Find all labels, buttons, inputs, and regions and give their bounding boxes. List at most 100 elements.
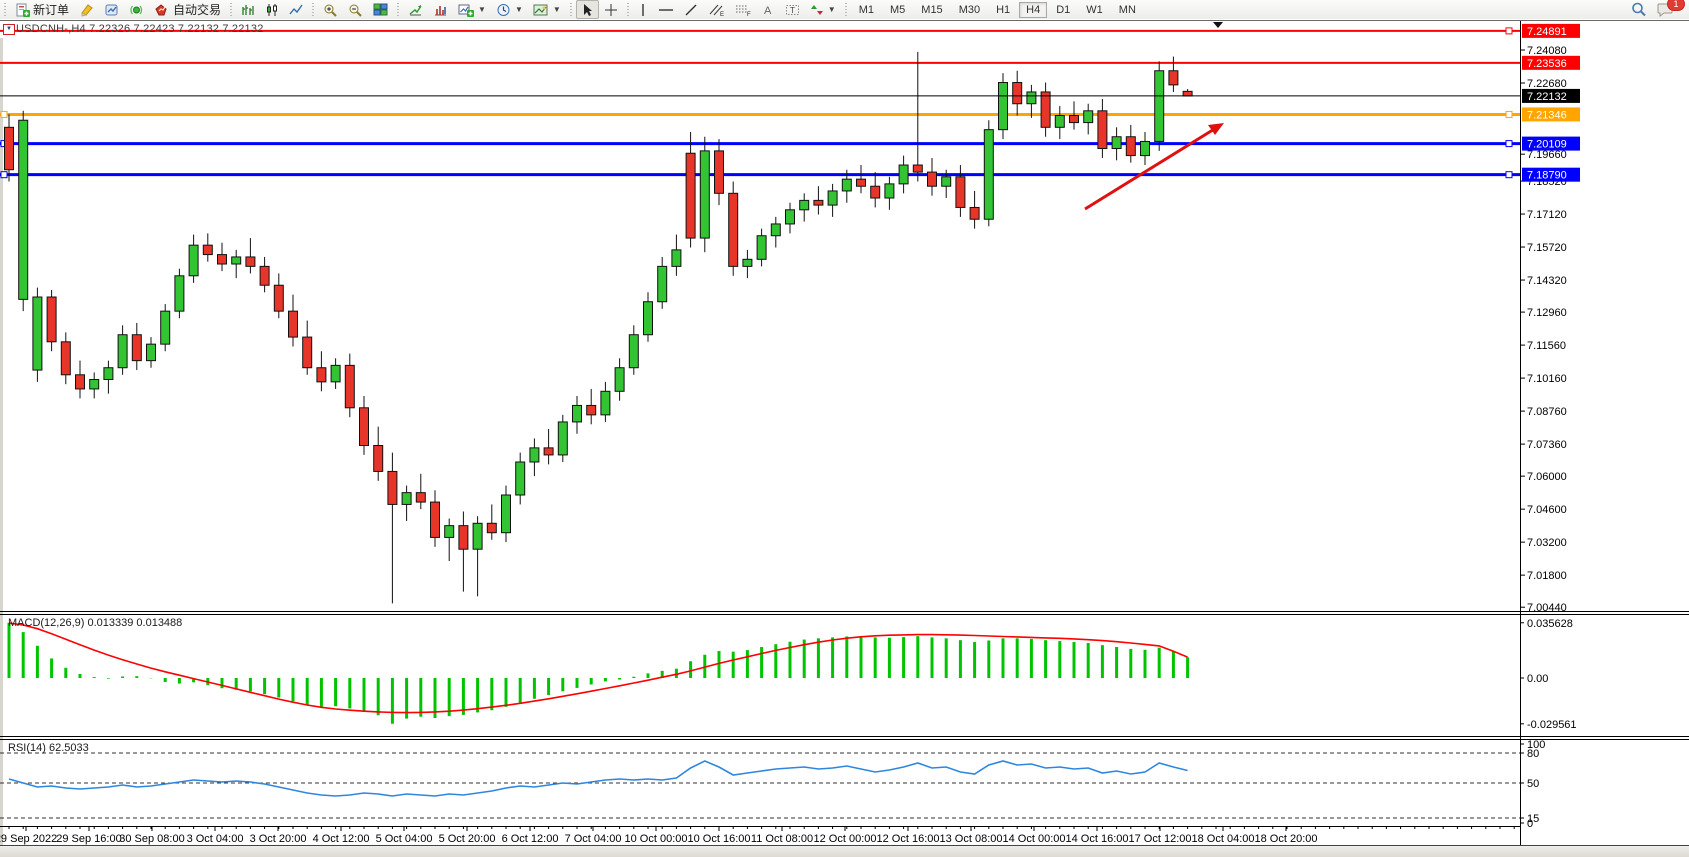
chart-canvas[interactable]: 7.240807.226807.196607.185207.171207.157… [0,19,1689,846]
candle [927,157,937,196]
arrows-tool-button[interactable]: ▼ [805,0,841,19]
candle [685,132,696,248]
candlestick-type-icon [265,3,279,17]
timeframe-m5-button[interactable]: M5 [890,3,906,16]
chart-shift-marker[interactable] [1213,22,1223,28]
price-line-7.18790[interactable] [0,171,1520,179]
price-line-7.20109[interactable] [0,140,1520,148]
svg-text:7.18790: 7.18790 [1527,170,1567,182]
text-tool-button[interactable]: A [757,0,780,19]
candle [444,518,455,561]
signal-button[interactable] [124,0,149,19]
toolbar-grip [2,2,8,17]
periods-clock-icon [496,3,511,17]
chevron-down-icon: ▼ [478,5,486,14]
trendline-tool-button[interactable] [679,0,703,19]
candle [46,289,57,352]
timeframe-m1-button[interactable]: M1 [858,3,874,16]
candle [1140,132,1150,166]
horizontal-line-icon [658,3,674,17]
bar-chart-type-button[interactable] [236,0,260,19]
line-handle [0,171,8,179]
timeframe-m15-button[interactable]: M15 [921,3,943,16]
candle [1026,84,1037,118]
candle [998,73,1008,140]
rsi-tick-label: 100 [1527,739,1545,751]
zoom-in-button[interactable] [318,0,343,19]
svg-text:7.21346: 7.21346 [1527,109,1567,121]
rsi-line [8,760,1188,797]
candlestick-type-button[interactable] [260,0,284,19]
candle [32,287,43,382]
toolbar-grip [624,2,631,17]
price-lines[interactable] [0,27,1520,179]
zoom-out-button[interactable] [343,0,368,19]
crosshair-tool-button[interactable] [599,0,623,19]
chevron-down-icon: ▼ [827,5,836,14]
timeframe-w1-button[interactable]: W1 [1086,3,1103,16]
periods-clock-button[interactable]: ▼ [491,0,528,19]
candle [202,233,213,262]
indicator-arrow-button[interactable] [403,0,428,19]
indicator-arrow-icon [408,3,423,17]
timeframe-h1-button[interactable]: H1 [996,3,1011,16]
time-tick-label: 29 Sep 2022 [0,833,57,845]
tile-windows-button[interactable] [368,0,393,19]
time-tick-label: 12 Oct 00:00 [814,833,877,845]
candle [870,172,881,208]
add-indicator-icon [458,3,475,17]
chat-button[interactable]: 1 [1652,0,1685,19]
timeframe-m30-button[interactable]: M30 [958,3,981,16]
price-tick-label: 7.24080 [1527,45,1567,57]
timeframe-d1-button[interactable]: D1 [1056,3,1071,16]
vertical-line-tool-button[interactable] [633,0,653,19]
price-tick-label: 7.08760 [1527,406,1567,418]
autotrading-icon [154,3,170,17]
cursor-tool-button[interactable] [575,0,599,19]
trend-arrow[interactable] [1084,123,1224,211]
timeframe-mn-button[interactable]: MN [1118,3,1136,16]
autotrading-label: 自动交易 [173,3,222,17]
line-chart-type-button[interactable] [284,0,308,19]
new-order-button[interactable]: 新订单 [10,0,74,19]
toolbar-grip [310,2,317,17]
time-tick-label: 10 Oct 00:00 [625,833,688,845]
candle [245,238,256,274]
price-line-7.21346[interactable] [0,110,1520,118]
candle [515,452,526,505]
notification-badge: 1 [1667,0,1685,11]
horizontal-line-tool-button[interactable] [653,0,679,19]
highlighter-button[interactable] [74,0,99,19]
macd-panel[interactable]: 0.035628 0.00 -0.029561 [7,618,1577,731]
price-axis[interactable]: 7.240807.226807.196607.185207.171207.157… [1520,45,1567,614]
time-tick-label: 3 Oct 20:00 [250,833,307,845]
price-line-7.24891[interactable] [0,27,1520,35]
fibonacci-icon: F [735,3,752,17]
macd-tick-label: -0.029561 [1527,719,1577,731]
rsi-label: RSI(14) 62.5033 [8,742,89,754]
equidistant-channel-tool-button[interactable]: E [703,0,730,19]
search-button[interactable] [1626,0,1652,19]
candle [501,485,511,543]
price-tick-label: 7.17120 [1527,209,1567,221]
candle [714,139,724,206]
chart-upload-icon [104,3,119,17]
timeframe-h4-button[interactable]: H4 [1019,1,1048,18]
chart-area[interactable]: 7.24080 7.22680 7.19660 7.18520 7.17120 7.157… [0,19,1689,857]
template-button[interactable]: ▼ [528,0,566,19]
chevron-down-icon: ▼ [514,5,523,14]
indicator-list-button[interactable] [428,0,453,19]
text-label-tool-button[interactable]: T [780,0,805,19]
candle [288,294,298,347]
autotrading-button[interactable]: 自动交易 [149,0,226,19]
add-indicator-button[interactable]: ▼ [453,0,491,19]
candle [1069,101,1079,130]
chart-upload-button[interactable] [99,0,124,19]
toolbar-grip [228,2,235,17]
candle [316,351,327,392]
fibonacci-tool-button[interactable]: F [730,0,757,19]
candle [330,358,341,389]
